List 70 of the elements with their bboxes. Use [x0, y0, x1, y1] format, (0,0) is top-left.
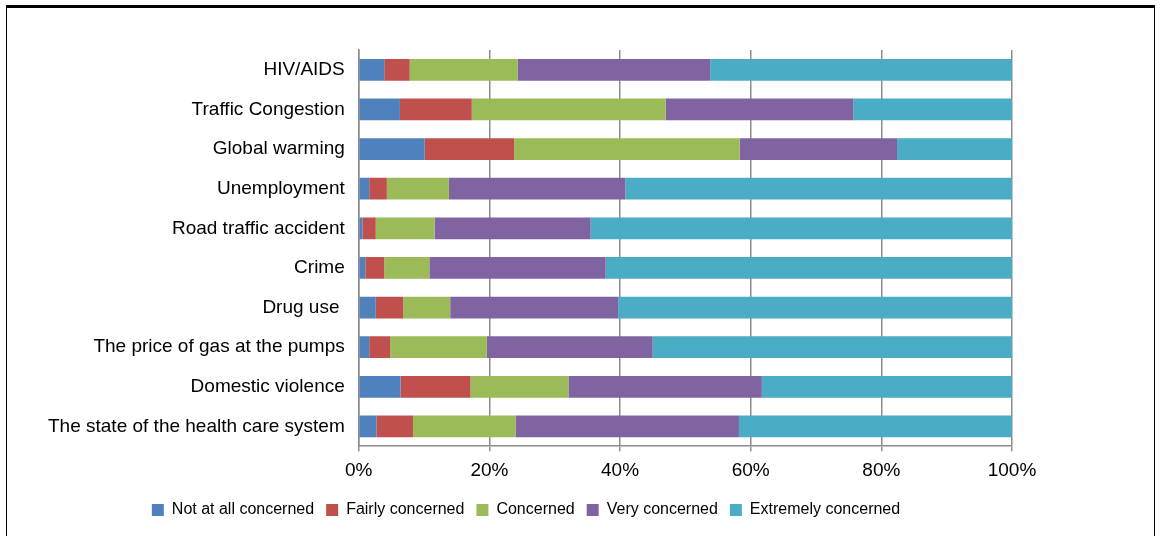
x-tick-label: 20%	[470, 458, 509, 480]
bar	[429, 257, 606, 279]
bar	[375, 296, 404, 319]
y-tick-label: Road traffic accident	[171, 216, 346, 238]
bar	[853, 98, 1012, 121]
bar	[359, 336, 370, 359]
bar	[359, 415, 377, 438]
bar	[359, 138, 425, 160]
bar	[897, 138, 1012, 160]
bar	[375, 217, 435, 240]
bar	[359, 296, 376, 319]
legend-label: Extremely concerned	[749, 500, 901, 518]
bar	[386, 177, 449, 200]
bar	[359, 217, 363, 240]
bar	[424, 138, 515, 160]
bar	[605, 257, 1012, 279]
bar	[486, 336, 653, 359]
legend-label: Fairly concerned	[346, 500, 465, 518]
x-tick-label: 80%	[862, 458, 901, 480]
y-tick-label: The state of the health care system	[48, 414, 345, 436]
y-tick-label: The price of gas at the pumps	[93, 335, 345, 357]
bar	[384, 58, 410, 81]
bar	[738, 415, 1012, 438]
bar	[710, 58, 1012, 81]
bar	[625, 177, 1012, 200]
bar	[412, 415, 516, 438]
bar	[450, 296, 619, 319]
bar	[761, 375, 1012, 398]
bar	[448, 177, 626, 200]
bar	[568, 375, 762, 398]
x-tick-label: 100%	[987, 458, 1037, 480]
bar	[471, 98, 666, 121]
y-tick-label: Traffic Congestion	[191, 97, 345, 119]
bar	[359, 58, 385, 81]
legend-label: Very concerned	[606, 500, 718, 518]
x-tick-label: 40%	[601, 458, 640, 480]
bar	[652, 336, 1012, 359]
legend-label: Concerned	[496, 500, 575, 518]
bar	[665, 98, 854, 121]
bar	[376, 415, 413, 438]
x-tick-label: 0%	[345, 458, 373, 480]
bar	[590, 217, 1012, 240]
bar	[362, 217, 376, 240]
x-tick-label: 60%	[731, 458, 770, 480]
y-tick-label: Unemployment	[216, 176, 346, 198]
y-tick-label: Crime	[294, 256, 345, 278]
bar	[517, 58, 711, 81]
bar	[399, 98, 472, 121]
bar	[515, 415, 739, 438]
bar	[618, 296, 1012, 319]
bar	[739, 138, 898, 160]
bar	[403, 296, 451, 319]
bar	[359, 375, 401, 398]
bar	[359, 98, 400, 121]
bar	[514, 138, 740, 160]
bar	[470, 375, 569, 398]
bar	[434, 217, 591, 240]
bar	[400, 375, 471, 398]
bar	[409, 58, 518, 81]
bar	[359, 177, 370, 200]
bar	[369, 336, 391, 359]
y-tick-label: Global warming	[212, 137, 345, 159]
y-tick-label: Drug use	[262, 295, 345, 317]
y-tick-label: HIV/AIDS	[263, 58, 345, 80]
bar	[384, 257, 430, 279]
legend-label: Not at all concerned	[171, 500, 315, 518]
bar	[369, 177, 387, 200]
y-tick-label: Domestic violence	[190, 375, 345, 396]
bar	[365, 257, 385, 279]
bar	[390, 336, 487, 359]
